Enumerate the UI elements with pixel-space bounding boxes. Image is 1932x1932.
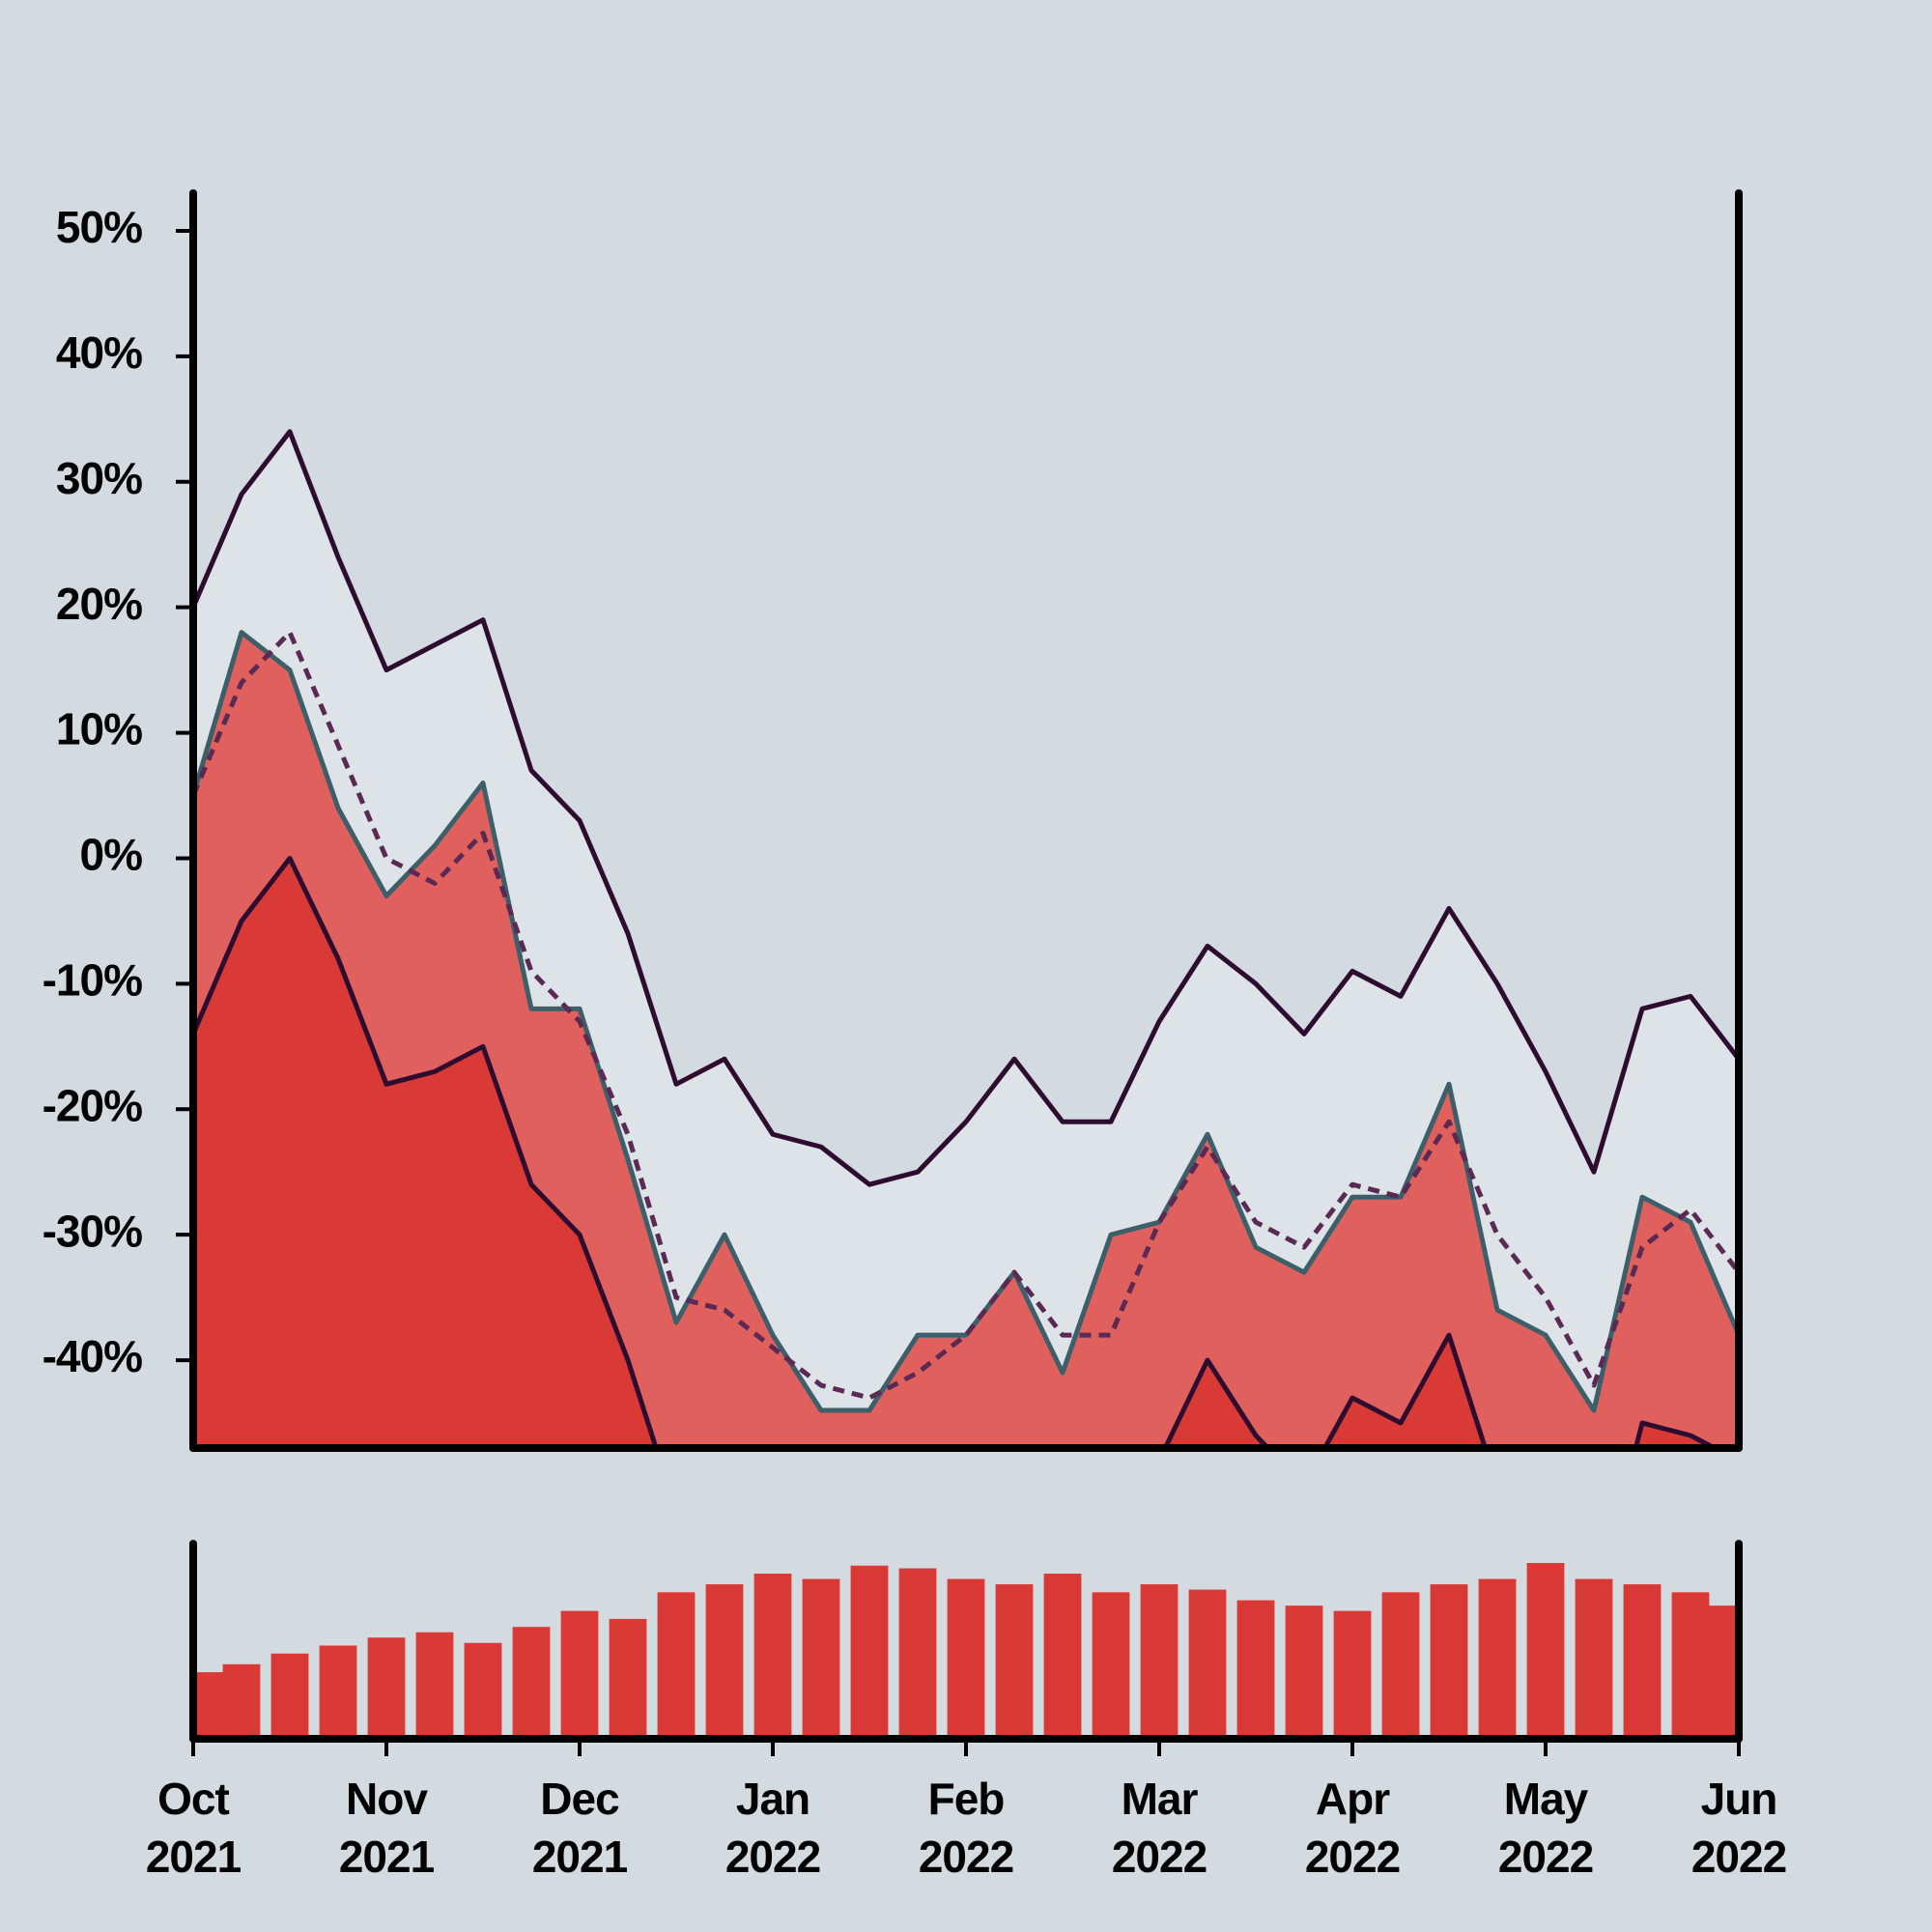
volume-bar: [1043, 1574, 1082, 1739]
x-tick-label: May 2022: [1498, 1774, 1593, 1882]
volume-bar: [512, 1627, 551, 1739]
volume-bar: [1623, 1584, 1662, 1739]
x-tick-label: Jun 2022: [1691, 1774, 1786, 1882]
volume-bar: [995, 1584, 1034, 1739]
x-tick-label: Mar 2022: [1112, 1774, 1207, 1882]
y-tick-label: 30%: [56, 453, 142, 503]
volume-bar: [1430, 1584, 1468, 1739]
volume-bar: [1333, 1610, 1372, 1739]
volume-bar: [705, 1584, 744, 1739]
volume-bar: [1526, 1563, 1565, 1739]
y-tick-label: 0%: [80, 830, 143, 880]
volume-bar: [850, 1565, 889, 1739]
area: [193, 858, 1715, 1448]
volume-bar: [1575, 1578, 1613, 1739]
volume-bar: [415, 1632, 454, 1739]
y-tick-label: -40%: [43, 1331, 142, 1381]
volume-bar: [657, 1592, 696, 1739]
x-tick-label: Nov 2021: [339, 1774, 435, 1882]
volume-bar: [319, 1645, 357, 1739]
volume-bar: [753, 1574, 792, 1739]
y-tick-label: 10%: [56, 704, 142, 754]
volume-bar: [1381, 1592, 1420, 1739]
y-tick-label: 40%: [56, 327, 142, 378]
volume-bar: [802, 1578, 840, 1739]
volume-bar: [898, 1568, 937, 1739]
y-tick-label: -30%: [43, 1206, 142, 1256]
volume-panel: [193, 1563, 1739, 1739]
x-tick-label: Jan 2022: [725, 1774, 820, 1882]
y-tick-label: -20%: [43, 1080, 142, 1130]
x-tick-label: Feb 2022: [919, 1774, 1013, 1882]
plot-area: [193, 429, 1739, 1448]
volume-bar: [1478, 1578, 1517, 1739]
line: [193, 855, 1720, 1448]
x-tick-label: Apr 2022: [1305, 1774, 1400, 1882]
volume-bar: [560, 1610, 599, 1739]
volume-bar: [1092, 1592, 1130, 1739]
axes: -40% -30% -20% -10% 0% 10% 20% 30% 40% 50% Oct 2021…: [43, 189, 1787, 1882]
volume-bar: [464, 1642, 502, 1739]
volume-bar: [1140, 1584, 1179, 1739]
y-tick-label: -10%: [43, 955, 142, 1006]
volume-bar: [947, 1578, 985, 1739]
line: [193, 429, 1739, 1187]
y-tick-label: 50%: [56, 202, 142, 252]
line: [193, 630, 1739, 1413]
volume-bar: [367, 1637, 406, 1739]
volume-bar: [270, 1653, 309, 1739]
volume-bar: [222, 1663, 261, 1739]
x-tick-label: Dec 2021: [532, 1774, 628, 1882]
volume-bar: [1188, 1589, 1227, 1739]
volume-bar: [609, 1618, 647, 1739]
y-tick-label: 20%: [56, 579, 142, 629]
volume-bar: [1285, 1605, 1323, 1739]
x-tick-label: Oct 2021: [146, 1774, 242, 1882]
volume-bar: [1701, 1605, 1739, 1739]
volume-bar: [1236, 1600, 1275, 1739]
